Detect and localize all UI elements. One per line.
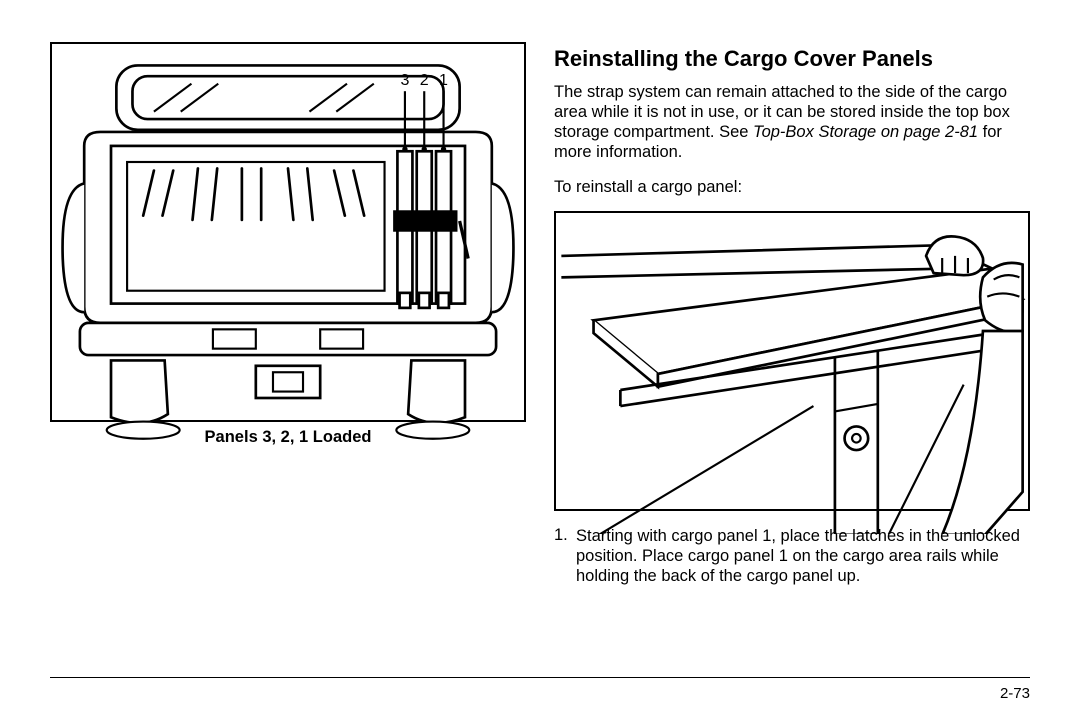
- panel-label-2: 2: [420, 71, 429, 89]
- panel-label-1: 1: [439, 71, 448, 89]
- page-number: 2-73: [1000, 685, 1030, 702]
- figure-reinstall: [554, 211, 1030, 511]
- section-heading: Reinstalling the Cargo Cover Panels: [554, 46, 1030, 72]
- step-1-text: Starting with cargo panel 1, place the l…: [554, 526, 1030, 586]
- panel-label-3: 3: [400, 71, 409, 89]
- footer-rule: [50, 677, 1030, 678]
- left-column: 3 2 1 Panels 3, 2, 1 Loaded: [50, 42, 526, 690]
- step-1-number: 1.: [554, 525, 576, 545]
- truck-rear-svg: 3 2 1: [52, 44, 524, 452]
- figure-truck-rear: 3 2 1: [50, 42, 526, 422]
- intro-paragraph: The strap system can remain attached to …: [554, 82, 1030, 163]
- figure-truck-caption: Panels 3, 2, 1 Loaded: [50, 428, 526, 447]
- step-1: 1. Starting with cargo panel 1, place th…: [554, 525, 1030, 587]
- lead-sentence: To reinstall a cargo panel:: [554, 177, 1030, 197]
- intro-crossref: Top-Box Storage on page 2-81: [753, 123, 978, 141]
- reinstall-svg: [556, 213, 1028, 535]
- right-column: Reinstalling the Cargo Cover Panels The …: [554, 42, 1030, 690]
